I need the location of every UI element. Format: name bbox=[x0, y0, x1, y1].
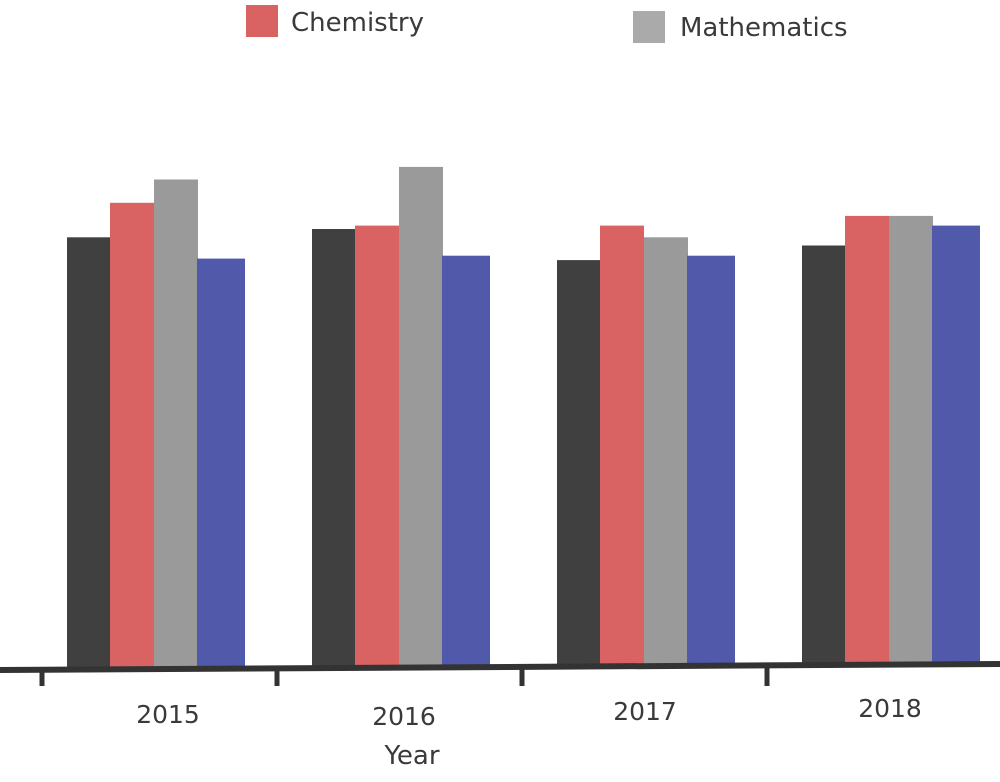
legend-label-mathematics: Mathematics bbox=[680, 13, 848, 43]
bar-2016-series-3 bbox=[442, 255, 490, 667]
x-axis bbox=[0, 661, 1000, 673]
x-tick-label-2015: 2015 bbox=[136, 700, 200, 729]
bar-2017-series-0 bbox=[557, 260, 601, 667]
bar-2018-series-2 bbox=[889, 215, 933, 667]
bar-2016-series-1 bbox=[355, 225, 399, 667]
bar-2016-series-0 bbox=[312, 229, 356, 667]
bar-2017-series-1 bbox=[600, 225, 644, 667]
bar-2018-series-3 bbox=[932, 225, 980, 667]
bar-2018-series-0 bbox=[802, 245, 846, 667]
x-axis-ticks bbox=[39, 668, 770, 686]
bar-2017-series-3 bbox=[687, 255, 735, 667]
bar-2017-series-2 bbox=[644, 237, 688, 668]
bar-2018-series-1 bbox=[845, 215, 889, 667]
legend-swatch-mathematics bbox=[633, 11, 665, 43]
x-tick-label-2016: 2016 bbox=[372, 702, 436, 731]
x-tick-label-2017: 2017 bbox=[613, 697, 677, 726]
x-axis-line bbox=[0, 661, 1000, 673]
bar-2016-series-2 bbox=[399, 166, 443, 667]
bars-layer bbox=[67, 166, 980, 668]
bar-2015-series-0 bbox=[67, 237, 111, 668]
x-axis-title: Year bbox=[383, 741, 439, 771]
x-axis-tick-labels: 2015 2016 2017 2018 bbox=[136, 694, 922, 731]
bar-2015-series-2 bbox=[154, 179, 198, 667]
legend: Chemistry Mathematics bbox=[246, 5, 848, 43]
bar-2015-series-1 bbox=[110, 202, 154, 668]
legend-label-chemistry: Chemistry bbox=[291, 8, 424, 38]
x-tick-label-2018: 2018 bbox=[858, 694, 922, 723]
bar-2015-series-3 bbox=[197, 258, 245, 667]
legend-swatch-chemistry bbox=[246, 5, 278, 37]
